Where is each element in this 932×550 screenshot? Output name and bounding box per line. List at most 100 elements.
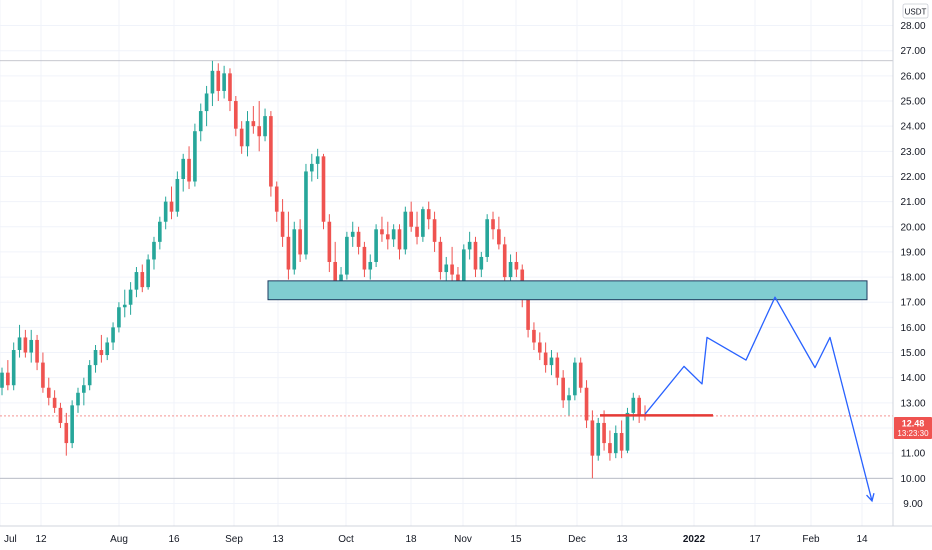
candle [438,236,443,280]
candle-body [52,397,57,408]
candle-body [280,211,285,237]
time-tick-label: 12 [35,534,47,545]
candle [187,146,191,190]
candlestick-series [0,60,647,479]
candle [99,334,104,363]
candle-body [514,261,519,270]
candle [175,171,180,217]
candle [58,402,63,428]
candle [269,111,273,197]
candle [596,417,601,461]
candle [93,344,98,373]
candle [46,377,51,406]
candle-body [426,209,431,220]
candle [245,111,250,157]
candle-body [269,116,273,187]
candle-body [76,392,80,406]
candle-body [497,229,501,245]
price-tick-label: 14.00 [900,373,925,384]
candle-body [339,274,343,283]
candle-body [82,385,86,393]
price-tick-label: 24.00 [900,122,925,133]
candle-body [99,350,104,356]
candle-body [6,372,10,386]
candle [567,387,571,416]
candle-body [169,201,174,212]
candle [239,121,244,154]
candle [6,360,10,391]
price-axis-labels: 9.0010.0011.0012.0013.0014.0015.0016.001… [900,21,925,510]
candle-body [502,244,507,278]
candle-body [590,420,595,456]
candle [29,329,34,363]
candle-body [391,229,396,240]
time-tick-label: 13 [616,534,628,545]
candle [298,219,302,262]
candle [321,153,326,230]
quote-currency-badge[interactable]: USDT [902,3,929,19]
candle-body [152,241,156,260]
projection-path[interactable] [644,296,873,502]
candle [549,350,554,376]
candle [450,246,454,283]
candle-body [11,350,16,386]
candle-body [245,121,250,147]
candle [70,400,74,449]
candle [327,214,332,273]
time-axis[interactable]: Jul 12 Aug 16 Sep 13 Oct 18 Nov 15 Dec 13 2022 17 Feb 1… [0,525,932,550]
candle [479,251,484,278]
candle-body [140,272,145,288]
candle [473,236,478,278]
price-tick-label: 27.00 [900,46,925,57]
last-price-tag[interactable]: 12.48 13:23:30 [894,417,932,439]
candle-body [41,362,45,388]
candle [140,264,145,293]
candle [234,95,238,137]
candle-body [193,131,197,182]
candle-body [631,397,636,413]
candle [421,206,425,242]
time-tick-label: 15 [510,534,522,545]
candle [117,302,121,333]
candle-body [263,116,267,137]
price-tick-label: 17.00 [900,298,925,309]
candle-body [309,163,314,172]
candle-body [409,211,413,227]
candle-body [374,229,378,262]
candle-body [397,229,402,250]
candle [17,324,22,358]
candle [573,357,577,401]
candle-body [567,395,571,401]
candle-body [602,422,606,444]
candle-body [239,128,244,147]
candle-body [444,264,449,273]
candle-body [403,211,408,250]
candle-body [549,357,554,366]
candle-body [491,219,495,230]
candle [163,196,168,230]
last-price-value: 12.48 [902,419,925,429]
price-axis[interactable]: 9.0010.0011.0012.0013.0014.0015.0016.001… [892,0,932,526]
grid-lines [0,0,893,526]
candle [193,123,197,187]
candle [532,322,536,351]
candle-body [222,73,226,91]
candle-body [356,231,361,247]
price-tick-label: 15.00 [900,348,925,359]
candle-body [216,70,221,91]
candle [555,352,560,386]
candle [467,231,472,260]
candle [152,236,156,270]
candle [41,352,45,393]
candle [122,289,127,318]
support-zone-box[interactable] [267,280,868,301]
candle [198,103,203,142]
price-tick-label: 20.00 [900,222,925,233]
time-tick-label: Oct [338,534,354,545]
candle [134,267,139,298]
price-tick-label: 9.00 [903,499,923,510]
time-tick-label: 14 [856,534,868,545]
candle [497,216,501,250]
candle-body [58,407,63,423]
